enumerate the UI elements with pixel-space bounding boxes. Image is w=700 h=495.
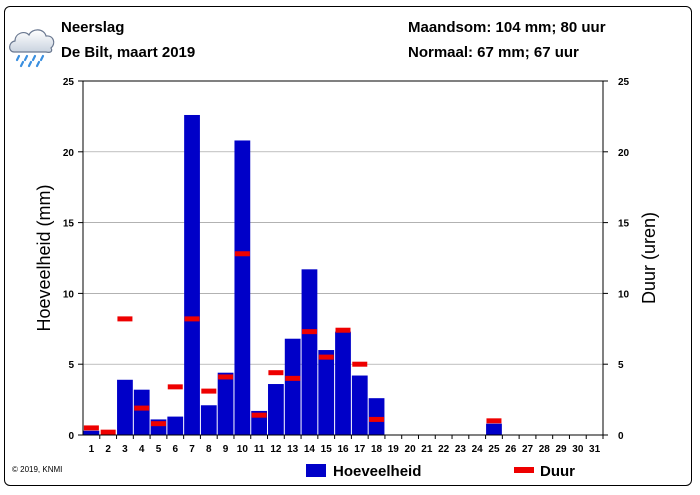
x-tick-label: 30	[572, 444, 584, 455]
duration-marker-day-17	[352, 361, 368, 367]
bar-day-15	[318, 350, 335, 435]
bar-day-3	[117, 379, 133, 435]
x-axis-ticks: 1 2 3 4 5 6 7 8 9 10 11 12 13 14 15 16 17 18 19 20 21 22 23 24 2…	[89, 435, 604, 455]
duration-marker-day-9	[218, 374, 234, 380]
chart-title: Neerslag	[61, 19, 125, 36]
bar-day-9	[217, 372, 234, 435]
x-tick-label: 27	[522, 444, 534, 455]
x-tick-label: 4	[139, 444, 145, 455]
x-tick-label: 9	[223, 444, 229, 455]
x-tick-label: 3	[122, 444, 128, 455]
legend-label-hoeveelheid: Hoeveelheid	[333, 463, 421, 480]
bar-day-14	[301, 269, 318, 435]
x-tick-label: 16	[337, 444, 349, 455]
y-tick-label: 20	[63, 148, 75, 159]
x-tick-label: 21	[421, 444, 433, 455]
x-tick-label: 26	[505, 444, 517, 455]
x-tick-label: 31	[589, 444, 601, 455]
duration-marker-day-13	[285, 375, 301, 381]
rain-cloud-icon	[9, 29, 55, 68]
x-tick-label: 19	[388, 444, 400, 455]
x-tick-label: 29	[556, 444, 568, 455]
bar-day-25	[486, 423, 502, 435]
y2-tick-label: 15	[618, 219, 630, 230]
x-tick-label: 8	[206, 444, 212, 455]
x-tick-label: 15	[321, 444, 333, 455]
x-tick-label: 28	[539, 444, 551, 455]
bar-day-10	[234, 140, 251, 436]
y2-axis-title: Duur (uren)	[639, 212, 659, 304]
y2-tick-label: 20	[618, 148, 630, 159]
duration-marker-day-6	[167, 384, 183, 390]
duration-marker-day-25	[486, 418, 502, 424]
x-tick-label: 14	[304, 444, 316, 455]
x-tick-label: 12	[270, 444, 282, 455]
duration-marker-day-10	[234, 251, 250, 257]
bar-day-18	[368, 398, 385, 435]
bar-day-4	[133, 389, 150, 435]
x-tick-label: 11	[254, 444, 265, 455]
duration-marker-day-5	[150, 421, 166, 427]
duration-marker-day-7	[184, 316, 200, 322]
month-sum-text: Maandsom: 104 mm; 80 uur	[408, 19, 606, 36]
bar-day-6	[167, 416, 184, 435]
chart-subtitle: De Bilt, maart 2019	[61, 44, 196, 61]
bar-day-16	[335, 331, 351, 435]
x-tick-label: 5	[156, 444, 162, 455]
normal-text: Normaal: 67 mm; 67 uur	[408, 44, 579, 61]
duration-marker-day-12	[268, 370, 284, 376]
y-tick-label: 5	[68, 360, 74, 371]
y2-tick-label: 25	[618, 77, 630, 88]
x-tick-label: 1	[89, 444, 95, 455]
duration-marker-day-1	[83, 425, 99, 431]
y-tick-label: 0	[68, 431, 74, 442]
duration-marker-day-2	[100, 429, 116, 435]
x-tick-label: 25	[488, 444, 500, 455]
duration-marker-day-16	[335, 327, 351, 333]
x-tick-label: 22	[438, 444, 450, 455]
x-tick-label: 10	[237, 444, 249, 455]
duration-markers	[83, 251, 502, 435]
bar-day-1	[83, 430, 100, 435]
legend-swatch-duur	[514, 467, 534, 473]
bar-day-17	[351, 375, 368, 435]
y-tick-label: 25	[63, 77, 75, 88]
y2-tick-label: 5	[618, 360, 624, 371]
legend: Hoeveelheid Duur	[306, 463, 575, 480]
y2-tick-label: 0	[618, 431, 624, 442]
y2-tick-label: 10	[618, 289, 630, 300]
duration-marker-day-14	[301, 329, 317, 335]
right-axis-ticks: 0 5 10 15 20 25	[603, 77, 630, 442]
x-tick-label: 23	[455, 444, 467, 455]
plot-frame	[82, 80, 604, 436]
duration-marker-day-4	[134, 405, 150, 411]
copyright-text: © 2019, KNMI	[12, 465, 63, 474]
duration-marker-day-18	[369, 416, 385, 422]
left-axis-ticks: 0 5 10 15 20 25	[63, 77, 83, 442]
bar-day-12	[268, 384, 284, 435]
duration-marker-day-3	[117, 316, 133, 322]
duration-marker-day-8	[201, 388, 217, 394]
legend-label-duur: Duur	[540, 463, 575, 480]
x-tick-label: 18	[371, 444, 383, 455]
legend-swatch-hoeveelheid	[306, 464, 326, 477]
x-tick-label: 2	[105, 444, 111, 455]
bar-day-7	[184, 114, 200, 435]
duration-marker-day-15	[318, 354, 334, 360]
duration-marker-day-11	[251, 412, 267, 418]
x-tick-label: 24	[472, 444, 484, 455]
bar-day-13	[284, 338, 301, 435]
x-tick-label: 13	[287, 444, 299, 455]
bar-day-8	[200, 405, 217, 435]
precipitation-bars	[83, 114, 502, 436]
x-tick-label: 20	[405, 444, 417, 455]
x-tick-label: 17	[354, 444, 366, 455]
y-tick-label: 10	[63, 289, 75, 300]
y-tick-label: 15	[63, 219, 75, 230]
y-axis-title: Hoeveelheid (mm)	[34, 184, 54, 331]
x-tick-label: 7	[189, 444, 195, 455]
x-tick-label: 6	[172, 444, 178, 455]
